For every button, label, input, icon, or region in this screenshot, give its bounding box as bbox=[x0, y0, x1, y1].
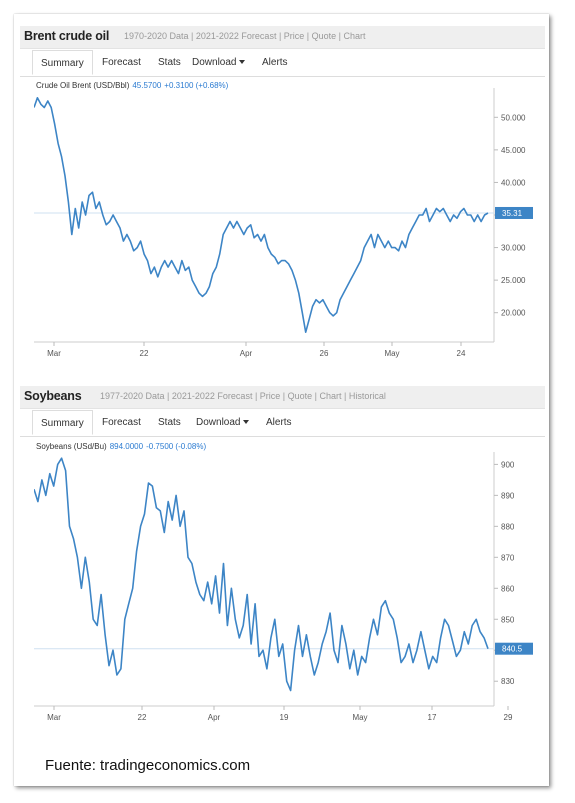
soy-legend-name: Soybeans (USd/Bu) bbox=[36, 442, 107, 451]
brent-tab-summary[interactable]: Summary bbox=[32, 50, 93, 75]
source-caption: Fuente: tradingeconomics.com bbox=[45, 757, 251, 774]
chevron-down-icon bbox=[239, 60, 246, 65]
brent-y-tick-label: 25.000 bbox=[501, 276, 526, 285]
soy-chart: 900890880870860850840830Mar22Apr19May172… bbox=[34, 452, 533, 722]
soy-title: Soybeans bbox=[24, 389, 82, 403]
soy-tab-download[interactable]: Download bbox=[188, 410, 257, 435]
brent-y-tick-label: 20.000 bbox=[501, 309, 526, 318]
soy-tab-stats[interactable]: Stats bbox=[158, 417, 181, 428]
brent-legend: Crude Oil Brent (USD/Bbl) 45.5700 +0.3100 … bbox=[36, 81, 228, 90]
soy-tab-alerts[interactable]: Alerts bbox=[266, 417, 292, 428]
soy-x-tick-label: 19 bbox=[280, 713, 289, 722]
soy-legend: Soybeans (USd/Bu) 894.0000 -0.7500 (-0.08%… bbox=[36, 442, 206, 451]
brent-x-tick-label: Apr bbox=[240, 349, 253, 358]
brent-y-tick-label: 50.000 bbox=[501, 113, 526, 122]
soy-last-value-badge: 840.5 bbox=[495, 642, 533, 655]
soy-y-tick-label: 880 bbox=[501, 522, 515, 531]
brent-legend-name: Crude Oil Brent (USD/Bbl) bbox=[36, 81, 130, 90]
soy-last-value-label: 840.5 bbox=[502, 645, 523, 654]
soy-y-tick-label: 890 bbox=[501, 491, 515, 500]
brent-y-tick-label: 45.000 bbox=[501, 146, 526, 155]
brent-tab-stats[interactable]: Stats bbox=[158, 57, 181, 68]
brent-x-tick-label: 24 bbox=[457, 349, 466, 358]
brent-x-tick-label: 22 bbox=[140, 349, 149, 358]
soy-y-tick-label: 850 bbox=[501, 615, 515, 624]
brent-tab-alerts[interactable]: Alerts bbox=[262, 57, 288, 68]
soy-tab-download-label: Download bbox=[196, 417, 241, 428]
brent-title: Brent crude oil bbox=[24, 29, 110, 43]
brent-tab-download[interactable]: Download bbox=[184, 50, 253, 75]
soy-x-tick-label: Apr bbox=[208, 713, 221, 722]
brent-tab-forecast[interactable]: Forecast bbox=[102, 57, 141, 68]
soy-x-tick-label: Mar bbox=[47, 713, 61, 722]
brent-panel: Brent crude oil 1970-2020 Data | 2021-20… bbox=[20, 26, 545, 362]
brent-legend-price: 45.5700 bbox=[132, 81, 162, 90]
soy-title-bar: Soybeans 1977-2020 Data | 2021-2022 Fore… bbox=[20, 386, 545, 409]
brent-x-tick-label: May bbox=[384, 349, 399, 358]
soy-series-line bbox=[34, 457, 489, 692]
brent-last-value-label: 35.31 bbox=[502, 209, 523, 218]
soy-y-tick-label: 900 bbox=[501, 460, 515, 469]
soy-x-tick-label: 22 bbox=[138, 713, 147, 722]
soy-y-tick-label: 830 bbox=[501, 677, 515, 686]
soy-legend-price: 894.0000 bbox=[109, 442, 144, 451]
soy-tab-summary[interactable]: Summary bbox=[32, 410, 93, 435]
brent-tab-download-label: Download bbox=[192, 57, 237, 68]
soy-y-tick-label: 870 bbox=[501, 553, 515, 562]
soy-legend-change: -0.7500 (-0.08%) bbox=[146, 442, 207, 451]
soy-x-tick-label: 17 bbox=[428, 713, 437, 722]
soy-tabs: Summary Forecast Stats Download Alerts bbox=[20, 410, 545, 437]
brent-tabs: Summary Forecast Stats Download Alerts bbox=[20, 50, 545, 77]
soy-links[interactable]: 1977-2020 Data | 2021-2022 Forecast | Pr… bbox=[100, 391, 386, 401]
brent-x-tick-label: 26 bbox=[320, 349, 329, 358]
brent-legend-change: +0.3100 (+0.68%) bbox=[164, 81, 229, 90]
brent-links[interactable]: 1970-2020 Data | 2021-2022 Forecast | Pr… bbox=[124, 31, 366, 41]
brent-last-value-badge: 35.31 bbox=[495, 206, 533, 219]
chevron-down-icon bbox=[243, 420, 250, 425]
soy-y-tick-label: 860 bbox=[501, 584, 515, 593]
brent-chart: 50.00045.00040.00035.00030.00025.00020.0… bbox=[34, 88, 533, 358]
brent-y-tick-label: 40.000 bbox=[501, 178, 526, 187]
brent-series-line bbox=[34, 97, 489, 333]
brent-title-bar: Brent crude oil 1970-2020 Data | 2021-20… bbox=[20, 26, 545, 49]
brent-y-tick-label: 30.000 bbox=[501, 244, 526, 253]
soy-x-tick-label: May bbox=[352, 713, 367, 722]
soy-panel: Soybeans 1977-2020 Data | 2021-2022 Fore… bbox=[20, 386, 545, 726]
brent-x-tick-label: Mar bbox=[47, 349, 61, 358]
soy-x-tick-label: 29 bbox=[504, 713, 513, 722]
soy-tab-forecast[interactable]: Forecast bbox=[102, 417, 141, 428]
